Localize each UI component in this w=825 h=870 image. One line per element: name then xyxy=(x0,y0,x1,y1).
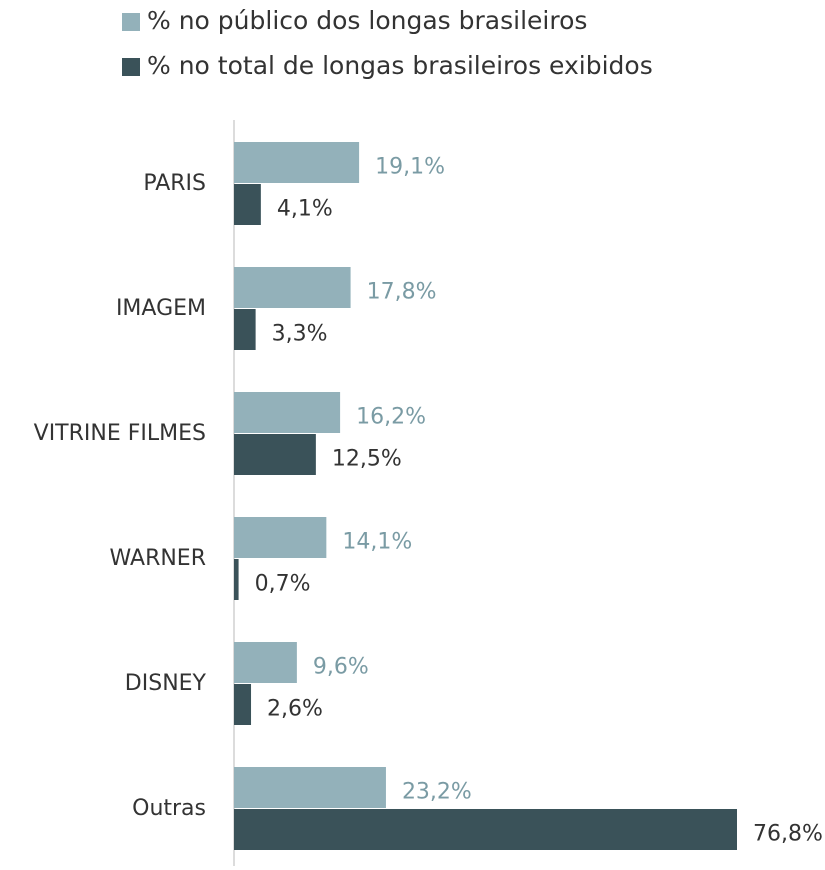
bar xyxy=(234,767,386,808)
bar xyxy=(234,309,256,350)
value-label: 12,5% xyxy=(332,447,402,472)
bar xyxy=(234,809,737,850)
legend-label: % no público dos longas brasileiros xyxy=(147,6,587,35)
category-label: PARIS xyxy=(143,171,206,196)
value-label: 2,6% xyxy=(267,697,323,722)
bar xyxy=(234,267,351,308)
value-label: 17,8% xyxy=(367,280,437,305)
bar xyxy=(234,642,297,683)
legend-label: % no total de longas brasileiros exibido… xyxy=(147,51,653,80)
bar xyxy=(234,517,327,558)
bar xyxy=(234,684,252,725)
value-label: 16,2% xyxy=(356,405,426,430)
bar xyxy=(234,184,261,225)
value-label: 23,2% xyxy=(402,780,472,805)
legend-swatch xyxy=(122,13,140,31)
bar xyxy=(234,392,341,433)
value-label: 14,1% xyxy=(342,530,412,555)
value-label: 9,6% xyxy=(313,655,369,680)
legend-swatch xyxy=(122,58,140,76)
value-label: 19,1% xyxy=(375,155,445,180)
value-label: 76,8% xyxy=(753,822,823,847)
category-label: Outras xyxy=(132,796,206,821)
category-label: WARNER xyxy=(109,546,206,571)
bar xyxy=(234,559,239,600)
bar xyxy=(234,434,316,475)
category-label: IMAGEM xyxy=(116,296,206,321)
category-label: VITRINE FILMES xyxy=(34,421,206,446)
category-label: DISNEY xyxy=(125,671,207,696)
value-label: 0,7% xyxy=(255,572,311,597)
bar xyxy=(234,142,360,183)
value-label: 4,1% xyxy=(277,197,333,222)
value-label: 3,3% xyxy=(272,322,328,347)
